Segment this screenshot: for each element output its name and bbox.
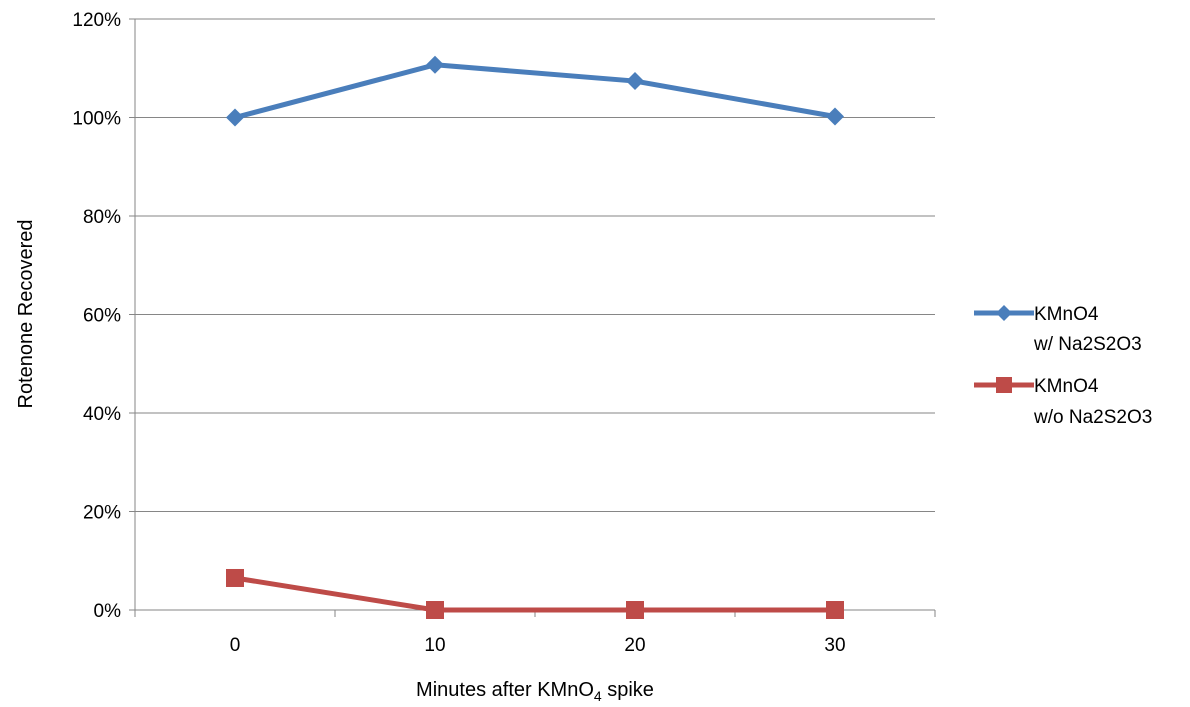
legend-marker-series-2 [996,377,1012,393]
legend-item-series-2: KMnO4 w/o Na2S2O3 [974,376,1152,428]
y-axis-title: Rotenone Recovered [15,219,37,408]
x-axis-title-tail: spike [602,679,654,701]
data-point [626,601,644,619]
gridlines [135,18,935,512]
series-2 [226,568,844,619]
axes [129,18,936,617]
y-tick-label: 100% [72,109,121,130]
data-point [226,108,244,127]
y-tick-label: 0% [94,601,122,622]
y-tick-label: 60% [83,306,121,327]
x-tick-label: 0 [230,635,241,656]
x-tick-labels: 0 10 20 30 [230,635,846,656]
legend-item-series-1: KMnO4 w/ Na2S2O3 [974,304,1142,355]
x-tick-label: 10 [424,635,445,656]
legend-label-series-2-line1: KMnO4 [1034,376,1099,397]
data-point [826,107,844,126]
x-axis-title-subscript: 4 [594,688,602,702]
data-point [226,568,244,587]
data-point [426,601,444,619]
x-axis-title: Minutes after KMnO4 spike [416,679,654,702]
x-tick-label: 20 [624,635,645,656]
y-tick-label: 80% [83,207,121,228]
y-tick-label: 20% [83,503,121,524]
legend-marker-series-1 [996,305,1012,321]
legend: KMnO4 w/ Na2S2O3 KMnO4 w/o Na2S2O3 [974,304,1152,428]
legend-label-series-1-line1: KMnO4 [1034,304,1099,325]
legend-label-series-2-line2: w/o Na2S2O3 [1033,407,1152,428]
data-point [826,601,844,619]
series-1 [226,55,844,127]
y-tick-labels: 0% 20% 40% 60% 80% 100% 120% [72,10,121,622]
data-point [426,55,444,74]
y-tick-label: 120% [72,10,121,31]
data-point [626,72,644,91]
y-tick-label: 40% [83,404,121,425]
x-tick-label: 30 [824,635,845,656]
series-line [234,575,835,613]
series-line [234,62,836,120]
series [226,55,844,619]
legend-label-series-1-line2: w/ Na2S2O3 [1033,334,1142,355]
x-axis-title-main: Minutes after KMnO [416,679,594,701]
